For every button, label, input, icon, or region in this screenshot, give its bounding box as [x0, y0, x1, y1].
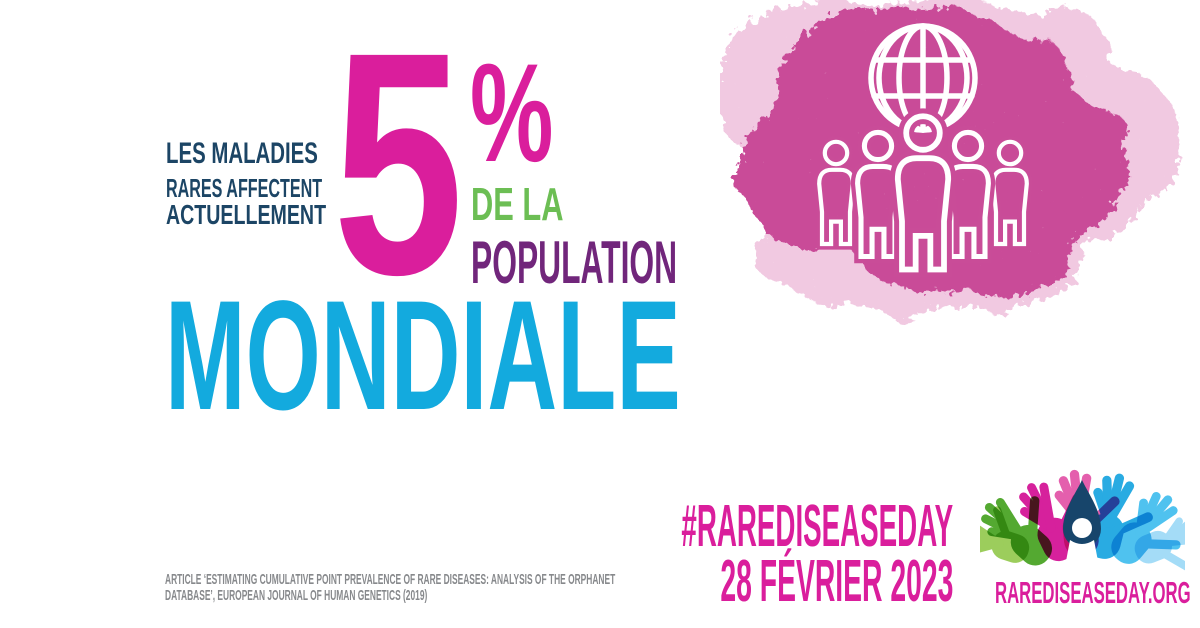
campaign-date: 28 FÉVRIER 2023: [720, 548, 953, 614]
citation-line-2: DATABASE’, EUROPEAN JOURNAL OF HUMAN GEN…: [165, 587, 428, 604]
stat-percent-sign: %: [470, 34, 554, 191]
intro-line-3: ACTUELLEMENT: [166, 199, 327, 230]
stat-of-label: DE LA: [471, 178, 564, 230]
rare-disease-day-hands-logo: [980, 436, 1185, 574]
intro-line-1: LES MALADIES: [166, 137, 318, 170]
center-figure: [1063, 480, 1101, 572]
stat-number: 5: [333, 0, 464, 341]
stat-mondiale-label: MONDIALE: [165, 269, 681, 443]
intro-line-2: RARES AFFECTENT: [166, 173, 323, 203]
pink-crayon-blob: [720, 0, 1200, 330]
citation: ARTICLE ‘ESTIMATING CUMULATIVE POINT PRE…: [165, 572, 615, 604]
campaign-hashtag: #RAREDISEASEDAY: [681, 493, 953, 559]
campaign-website-url: RAREDISEASEDAY.ORG: [995, 575, 1191, 610]
citation-line-1: ARTICLE ‘ESTIMATING CUMULATIVE POINT PRE…: [165, 571, 616, 588]
stat-population-label: POPULATION: [471, 229, 678, 296]
